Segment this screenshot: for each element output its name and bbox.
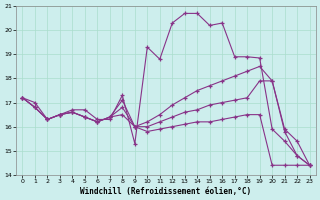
X-axis label: Windchill (Refroidissement éolien,°C): Windchill (Refroidissement éolien,°C) <box>80 187 252 196</box>
